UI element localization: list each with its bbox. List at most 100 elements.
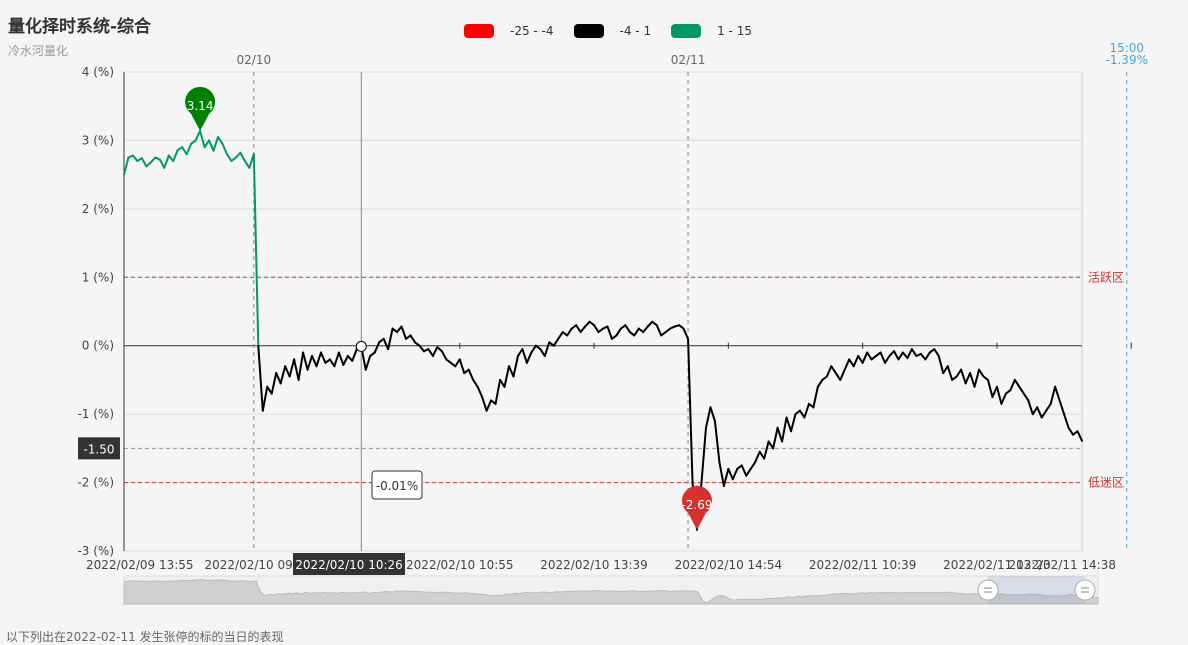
series-segment (431, 346, 439, 357)
series-segment (476, 385, 484, 399)
series-line (123, 129, 1083, 531)
series-segment (243, 159, 251, 169)
day-label: 02/10 (237, 53, 272, 67)
tooltip-box (371, 470, 423, 500)
crosshair-y-label-box (78, 437, 120, 460)
series-segment (646, 320, 654, 328)
series-segment (812, 385, 819, 409)
series-segment (440, 350, 448, 361)
max-marker-pin[interactable]: 3.14 (185, 86, 216, 131)
series-segment (861, 351, 869, 364)
chart-subtitle: 冷水河量化 (8, 44, 69, 58)
y-tick-label: 3 (%) (82, 133, 114, 147)
series-segment (713, 419, 721, 464)
series-segment (351, 348, 358, 362)
series-segment (566, 327, 573, 337)
series-segment (319, 351, 327, 364)
legend-swatch-black (573, 24, 604, 38)
chart-title: 量化择时系统-综合 (8, 17, 152, 37)
series-segment (261, 385, 269, 412)
pin-label: 3.14 (187, 99, 214, 113)
series-segment (919, 352, 927, 361)
series-segment (257, 344, 264, 412)
series-segment (754, 450, 761, 464)
zoom-handle-knob (1074, 579, 1096, 601)
series-segment (1009, 378, 1016, 392)
series-segment (530, 344, 537, 354)
series-segment (221, 142, 228, 156)
series-segment (306, 354, 314, 371)
y-tick-label: -1 (%) (77, 407, 114, 421)
series-segment (337, 351, 345, 366)
series-segment (763, 440, 770, 460)
series-segment (740, 464, 748, 477)
series-segment (772, 426, 779, 450)
legend-label: -25 - -4 (510, 24, 554, 38)
series-segment (1036, 406, 1043, 419)
series-segment (172, 149, 179, 162)
series-segment (834, 372, 842, 381)
series-segment (123, 156, 130, 176)
series-segment (503, 365, 510, 388)
series-segment (901, 351, 909, 360)
series-segment (606, 325, 613, 340)
y-tick-label: 2 (%) (82, 202, 114, 216)
series-segment (203, 139, 211, 149)
pin-label: -2.69 (681, 498, 712, 512)
series-segment (642, 325, 649, 334)
series-segment (655, 324, 663, 337)
series-segment (776, 426, 784, 443)
series-segment (525, 351, 533, 364)
series-segment (512, 354, 519, 378)
series-segment (400, 325, 408, 340)
legend-label: -4 - 1 (619, 24, 652, 38)
series-segment (284, 365, 291, 378)
series-segment (185, 142, 193, 156)
legend-label: 1 - 15 (717, 24, 752, 38)
series-segment (494, 378, 502, 405)
series-segment (217, 136, 224, 145)
series-segment (1022, 392, 1030, 402)
x-tick-label: 2022/02/11 13:23 (943, 558, 1051, 572)
legend-item-green[interactable]: 1 - 15 (671, 24, 752, 38)
zoom-handle-left[interactable] (977, 579, 999, 601)
series-segment (297, 351, 305, 381)
series-segment (199, 129, 206, 149)
y-tick-label: -2 (%) (77, 476, 114, 490)
series-segment (382, 337, 390, 351)
series-segment (830, 365, 837, 375)
legend: -25 - -4 -4 - 1 1 - 15 (464, 24, 772, 38)
series-segment (924, 351, 931, 361)
series-segment (991, 385, 998, 399)
series-segment (252, 153, 260, 347)
y-tick-label: 4 (%) (82, 65, 114, 79)
series-segment (234, 151, 242, 159)
series-segment (960, 368, 967, 385)
series-segment (158, 158, 166, 169)
series-segment (364, 354, 372, 371)
zoom-handle-right[interactable] (1074, 579, 1096, 601)
min-marker-pin[interactable]: -2.69 (681, 485, 713, 530)
legend-item-black[interactable]: -4 - 1 (573, 24, 652, 38)
zoom-handle-knob (977, 579, 999, 601)
series-segment (225, 153, 233, 162)
series-segment (507, 365, 515, 378)
series-segment (866, 351, 873, 361)
series-segment (1054, 385, 1061, 402)
legend-swatch-green (671, 24, 702, 38)
series-segment (727, 467, 734, 481)
series-segment (409, 334, 416, 344)
series-segment (373, 341, 381, 354)
series-segment (843, 358, 851, 371)
series-segment (212, 136, 220, 152)
series-segment (1013, 378, 1021, 388)
series-segment (785, 416, 793, 433)
data-zoom-slider[interactable] (123, 575, 1099, 605)
legend-item-red[interactable]: -25 - -4 (464, 24, 554, 38)
series-segment (906, 348, 913, 360)
series-segment (879, 351, 887, 364)
series-segment (781, 416, 788, 443)
series-segment (418, 344, 425, 353)
series-segment (1000, 392, 1007, 405)
